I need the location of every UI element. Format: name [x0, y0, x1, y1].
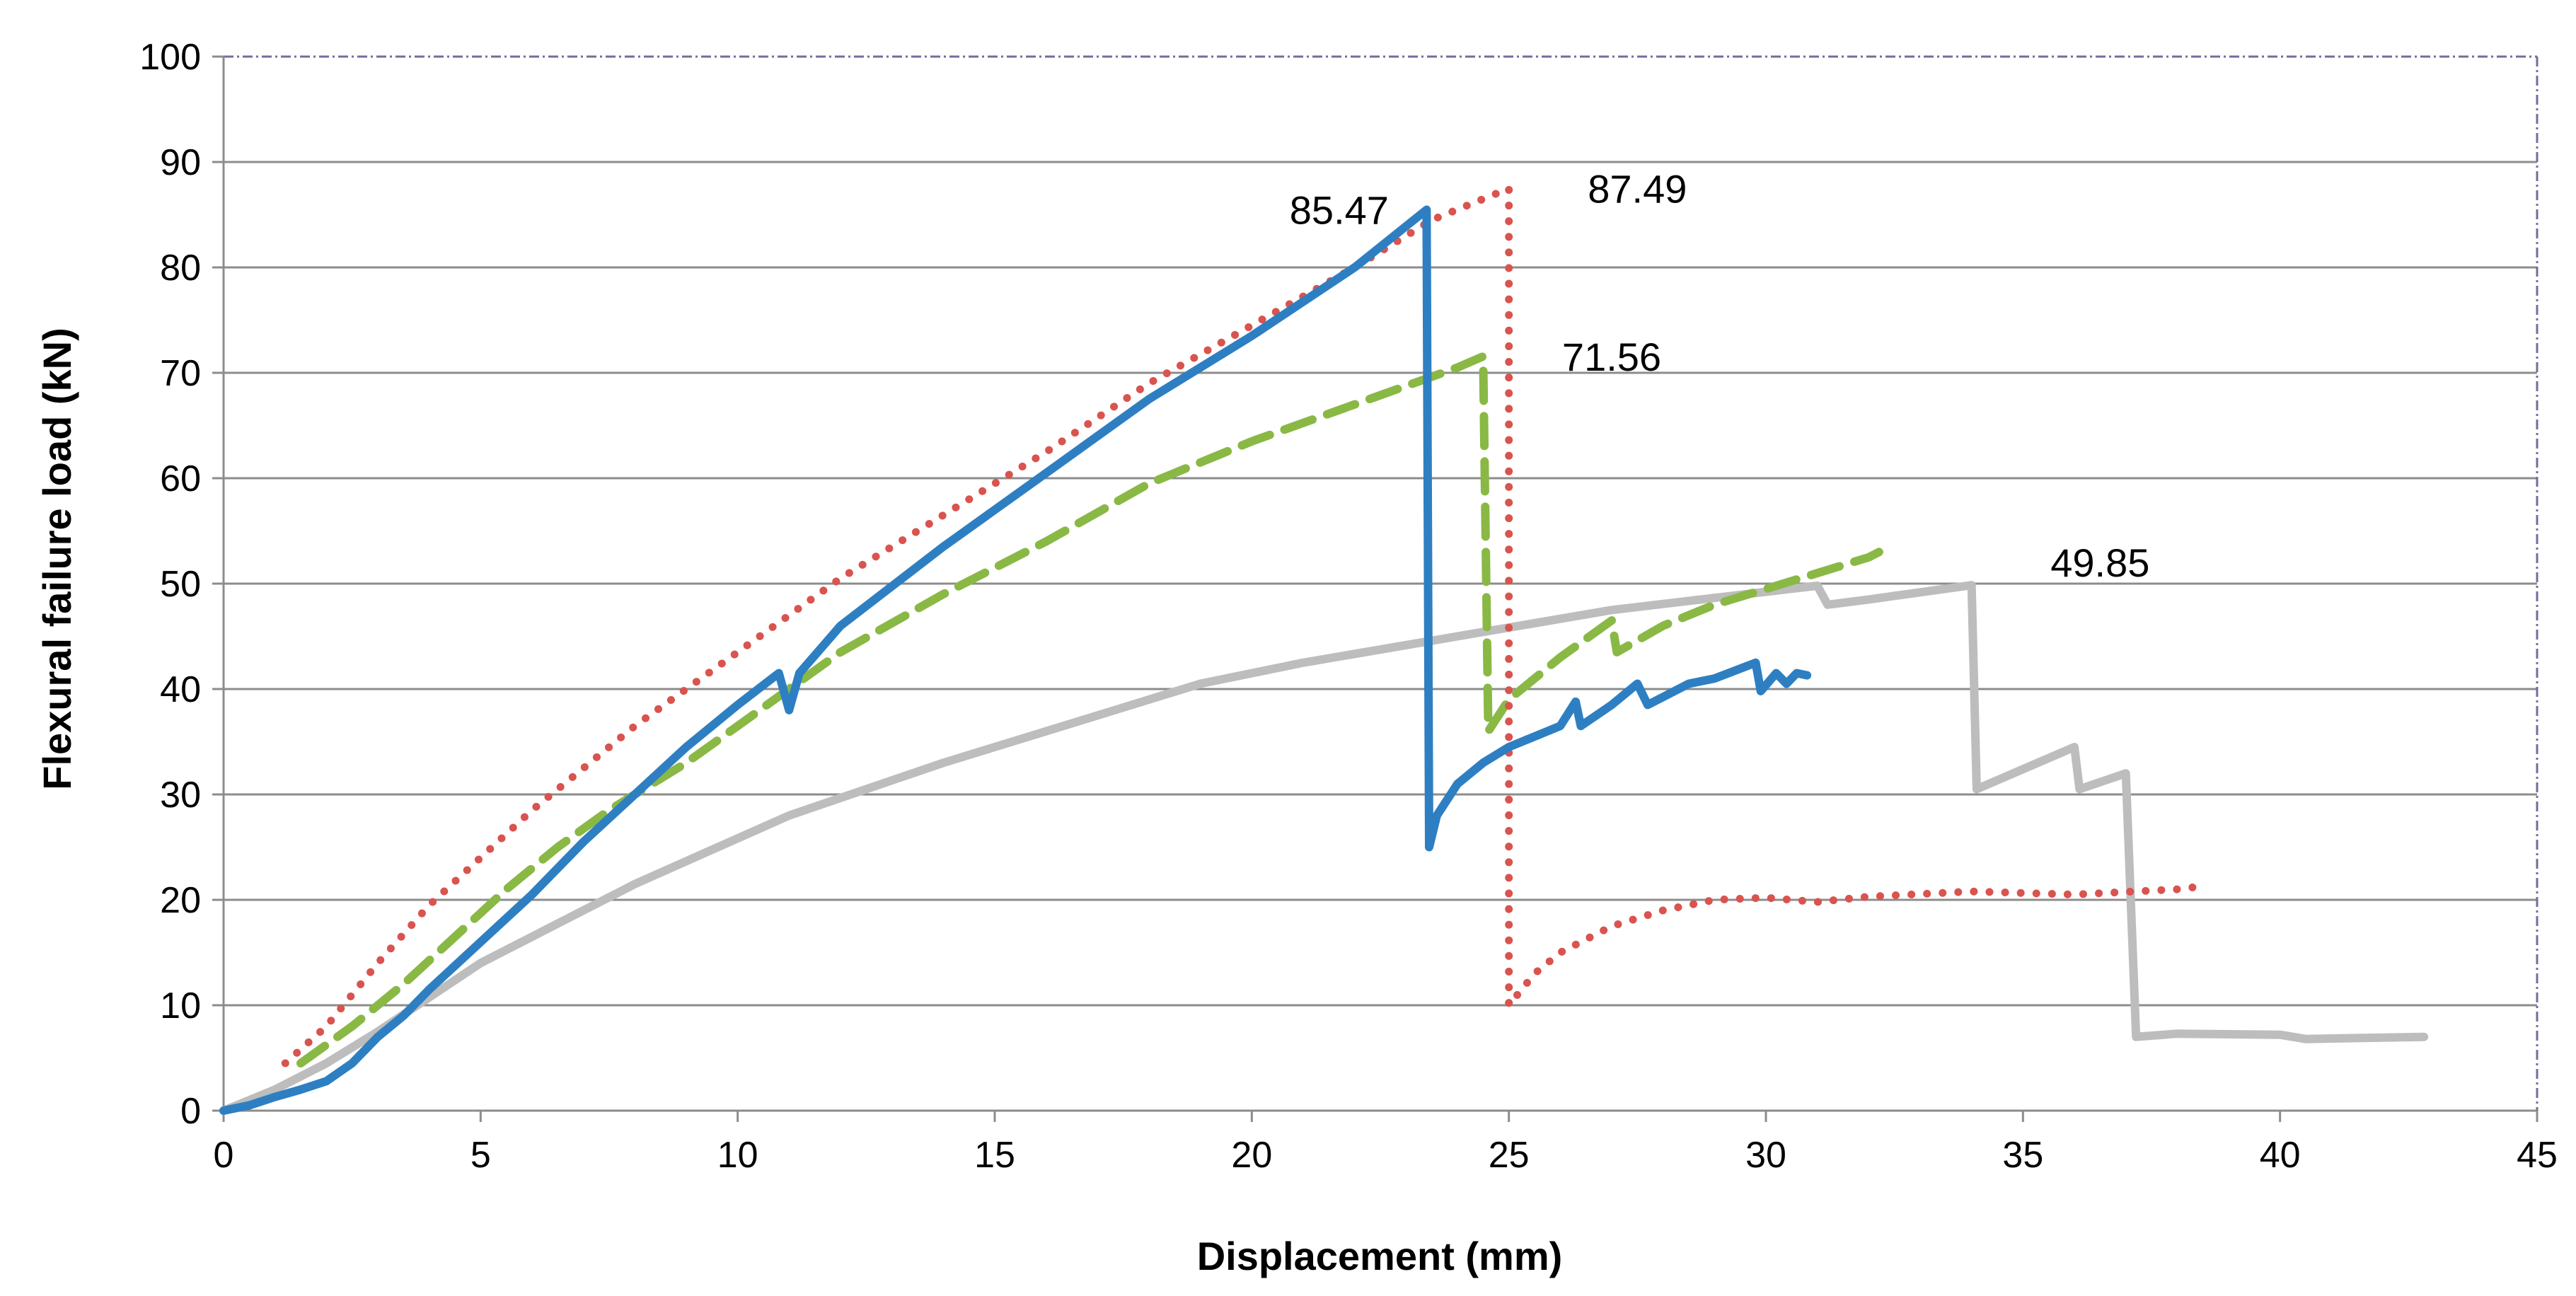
y-axis-title: Flexural failure load (kN)	[35, 328, 79, 790]
x-tick-label: 40	[2260, 1135, 2301, 1176]
x-tick-label: 0	[214, 1135, 234, 1176]
axes: 0 10 20 30 40 50 60 70 80 90 100 0 5 10 15 20 25 30 35 40 45	[139, 37, 2558, 1176]
y-tick-label: 40	[160, 669, 201, 710]
annotations: 85.47 87.49 71.56 49.85	[1290, 166, 2150, 585]
x-tick-label: 10	[717, 1135, 758, 1176]
x-tick-label: 30	[1745, 1135, 1786, 1176]
y-tick-label: 70	[160, 353, 201, 394]
x-tick-label: 25	[1489, 1135, 1530, 1176]
y-tick-label: 60	[160, 458, 201, 499]
series-line-specimen-3	[296, 352, 1883, 1068]
gridlines	[224, 161, 2537, 1007]
x-tick-label: 35	[2002, 1135, 2043, 1176]
y-tick-label: 0	[180, 1091, 201, 1132]
plot-frame	[224, 55, 2539, 1111]
y-tick-label: 20	[160, 880, 201, 921]
peak-annotation: 85.47	[1290, 187, 1389, 232]
peak-annotation: 71.56	[1562, 335, 1661, 379]
y-tick-label: 100	[139, 37, 201, 78]
y-tick-label: 90	[160, 142, 201, 183]
series-line-specimen-4	[219, 581, 2429, 1115]
y-tick-label: 30	[160, 775, 201, 816]
x-tick-label: 15	[974, 1135, 1015, 1176]
x-axis-title: Displacement (mm)	[1197, 1234, 1563, 1278]
y-tick-label: 80	[160, 248, 201, 289]
y-tick-label: 50	[160, 564, 201, 605]
series-line-specimen-2	[281, 184, 2207, 1068]
x-tick-label: 5	[470, 1135, 491, 1176]
y-tick-label: 10	[160, 985, 201, 1026]
peak-annotation: 49.85	[2050, 540, 2149, 585]
peak-annotation: 87.49	[1588, 166, 1687, 211]
series-lines	[219, 184, 2429, 1115]
x-tick-label: 20	[1231, 1135, 1272, 1176]
x-tick-label: 45	[2517, 1135, 2558, 1176]
series-line-specimen-1	[219, 205, 1812, 1115]
